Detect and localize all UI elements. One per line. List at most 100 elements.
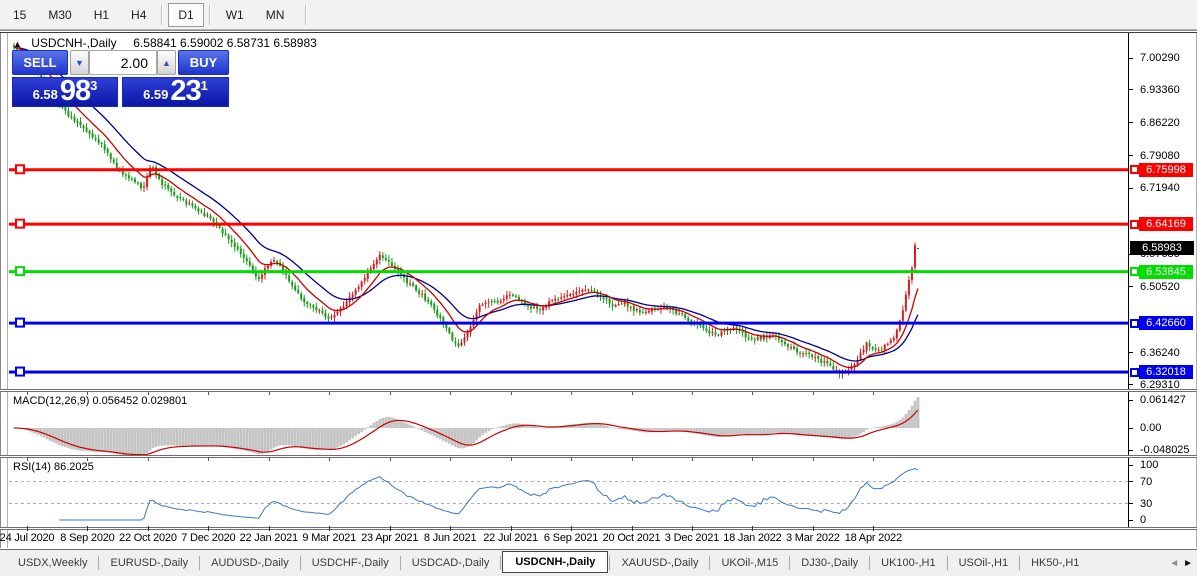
volume-increase-button[interactable]: ▲ [157,50,176,75]
volume-input[interactable] [89,50,157,75]
rsi-scale-tick [1128,503,1133,504]
tab-separator [199,556,201,570]
macd-canvas[interactable] [0,392,1128,455]
buy-button[interactable]: BUY [178,50,229,75]
tab-separator [609,556,611,570]
pane-splitter-rsi[interactable] [0,455,1197,458]
buy-price-sup: 1 [200,78,208,93]
date-tick [571,526,573,531]
timeframe-button-d1[interactable]: D1 [168,2,204,27]
volume-decrease-button[interactable]: ▼ [70,50,89,75]
date-minitick [268,392,270,395]
chart-tab-dj30-daily[interactable]: DJ30-,Daily [801,557,859,569]
date-minitick [87,458,89,461]
tab-scroll-left-icon[interactable]: ◄ [1169,557,1180,569]
rsi-line [59,468,919,521]
date-tick [208,526,210,531]
timeframe-button-mn[interactable]: MN [265,7,285,22]
rsi-scale-tick [1128,519,1133,521]
chart-tab-usdchf-daily[interactable]: USDCHF-,Daily [311,557,389,569]
chart-tab-eurusd-daily[interactable]: EURUSD-,Daily [110,557,189,569]
buy-price-panel[interactable]: 6.59 23 1 [122,77,229,107]
date-tick [812,526,814,531]
timeframe-separator [161,4,164,25]
timeframe-button-h1[interactable]: H1 [93,7,110,22]
price-level-label: 6.75998 [1139,162,1193,177]
date-minitick [329,458,331,461]
date-axis-line [0,527,1197,530]
date-minitick [510,458,512,461]
date-tick [87,526,89,531]
date-minitick [510,392,512,395]
chart-tab-hk50-h1[interactable]: HK50-,H1 [1031,557,1080,569]
chart-tab-ukoil-m15[interactable]: UKOil-,M15 [721,557,779,569]
chart-tab-usoil-h1[interactable]: USOil-,H1 [958,557,1009,569]
chart-tab-uk100-h1[interactable]: UK100-,H1 [881,557,936,569]
date-minitick [691,458,693,461]
volume-decrease-icon: ▼ [75,57,84,68]
buy-price-prefix: 6.59 [143,87,169,102]
macd-scale-tick [1128,399,1133,401]
chart-tab-usdcad-daily[interactable]: USDCAD-,Daily [411,557,490,569]
macd-scale-label: 0.00 [1140,422,1162,434]
chart-tab-usdcnh-daily[interactable]: USDCNH-,Daily [502,551,609,573]
date-minitick [87,392,89,395]
date-minitick [631,458,633,461]
price-tick-label: 6.93360 [1140,83,1180,96]
chart-ohlc-values: 6.58841 6.59002 6.58731 6.58983 [133,36,317,50]
sell-button[interactable]: SELL [12,50,68,75]
price-level-label: 6.32018 [1139,365,1193,380]
price-chart-canvas[interactable] [0,33,1128,389]
date-minitick [27,392,28,395]
date-tick [147,526,149,531]
date-minitick [571,458,573,461]
chart-tab-audusd-daily[interactable]: AUDUSD-,Daily [211,557,289,569]
macd-scale-tick [1128,449,1133,451]
macd-scale-label: 0.061427 [1140,394,1186,406]
price-tick-mark [1128,89,1133,91]
timeframe-separator [305,4,308,25]
date-minitick [571,392,573,395]
date-label: 24 Jul 2020 [0,532,55,544]
rsi-label: RSI(14) 86.2025 [13,461,94,473]
date-tick [268,526,270,531]
timeframe-button-h4[interactable]: H4 [131,7,147,22]
date-minitick [268,458,270,461]
timeframe-button-w1[interactable]: W1 [225,7,244,22]
price-level-marker [1130,367,1139,377]
one-click-collapse-icon[interactable]: ▲ [13,39,22,49]
sell-price-sup: 3 [90,78,98,93]
date-tick [27,526,28,531]
price-tick-label: 6.79080 [1140,149,1180,162]
price-tick-label: 6.86220 [1140,116,1180,129]
tab-separator [299,556,301,570]
date-label: 22 Jan 2021 [239,532,299,544]
date-label: 3 Mar 2022 [786,532,840,544]
tab-separator [946,556,948,570]
price-level-marker [1130,219,1139,229]
date-label: 23 Apr 2021 [361,532,419,544]
rsi-canvas[interactable] [0,458,1128,527]
rsi-scale-tick [1128,464,1133,466]
date-tick [691,526,693,531]
tab-separator [500,556,502,570]
chart-tab-xauusd-daily[interactable]: XAUUSD-,Daily [621,557,699,569]
chart-tab-bar: USDX,Weekly EURUSD-,Daily AUDUSD-,Daily USD… [0,549,1197,576]
ma-slow-line [13,46,919,362]
chart-tab-usdx-weekly[interactable]: USDX,Weekly [18,557,88,569]
sell-price-panel[interactable]: 6.58 98 3 [12,77,118,107]
date-tick [631,526,633,531]
tab-separator [869,556,871,570]
rsi-scale-label: 100 [1140,459,1159,471]
price-axis-line [1128,33,1129,528]
chart-window-top-border [0,30,1197,33]
pane-splitter-macd[interactable] [0,389,1197,392]
timeframe-button-15[interactable]: 15 [13,7,27,22]
price-tick-label: 6.50520 [1140,280,1180,293]
price-tick-mark [1128,155,1133,157]
timeframe-button-m30[interactable]: M30 [48,7,72,22]
rsi-scale-label: 70 [1140,475,1153,488]
tab-scroll-right-icon[interactable]: ► [1183,557,1193,569]
tab-separator [98,556,100,570]
date-minitick [812,392,814,395]
